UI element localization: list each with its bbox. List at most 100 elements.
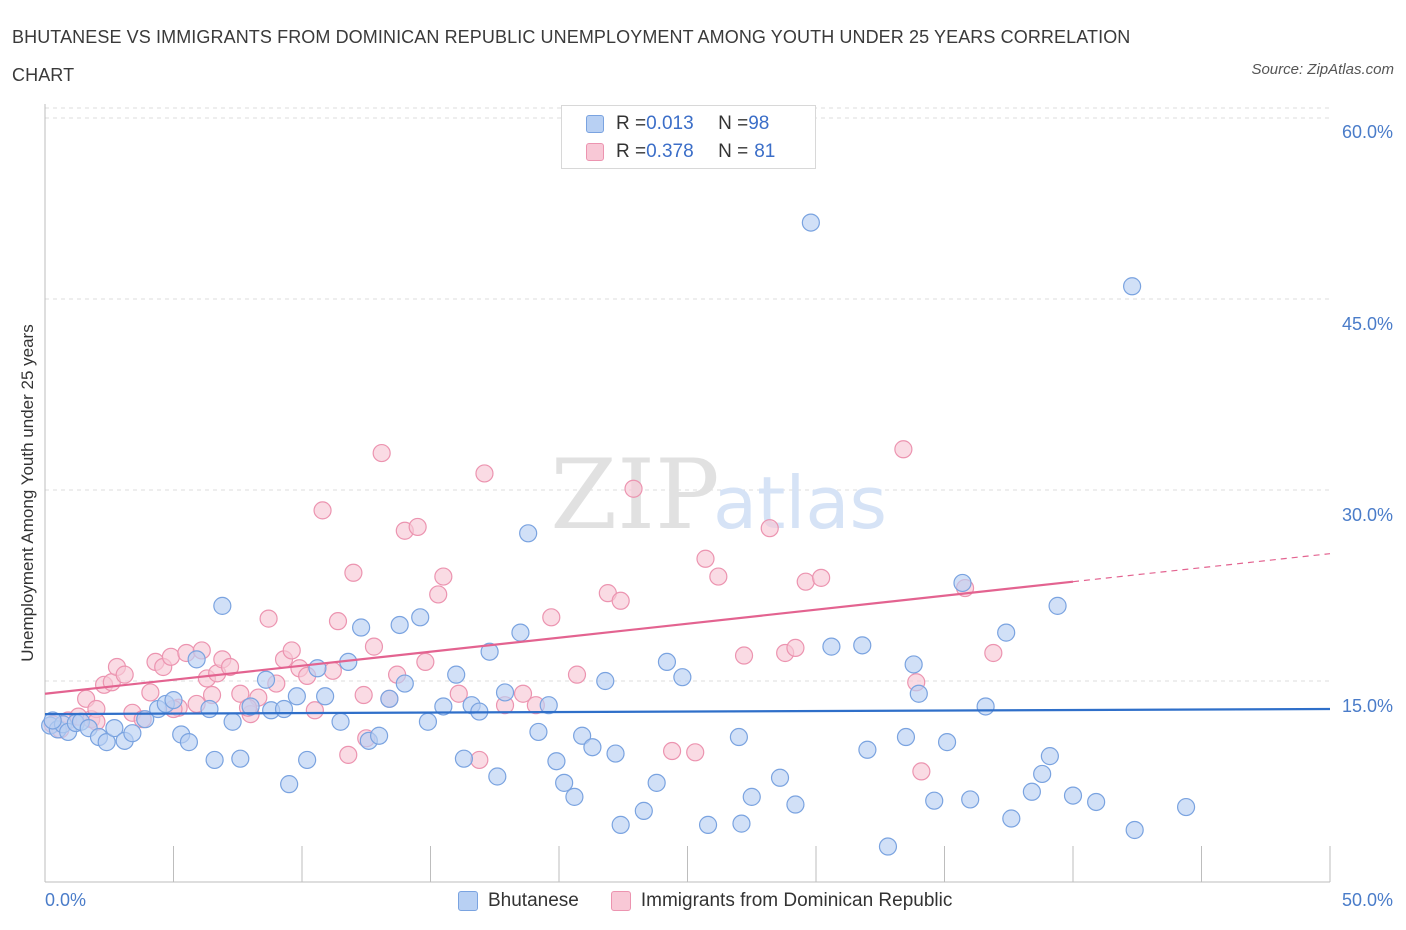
data-point [976, 697, 995, 716]
watermark-atlas: atlas [713, 461, 887, 545]
source-credit: Source: ZipAtlas.com [1251, 61, 1394, 78]
data-point [344, 563, 363, 582]
data-point [105, 719, 124, 738]
data-point [434, 567, 453, 586]
data-point [565, 787, 584, 806]
data-point [97, 733, 116, 752]
data-point [241, 697, 260, 716]
data-point [495, 683, 515, 702]
data-point [475, 464, 494, 483]
y-axis-label: Unemployment Among Youth under 25 years [18, 324, 37, 662]
data-point [858, 740, 877, 759]
data-point [997, 623, 1016, 642]
data-point [611, 591, 630, 610]
data-point [937, 733, 957, 752]
legend-n-value: 81 [754, 141, 776, 162]
legend-n-label: N = [718, 113, 749, 134]
y-tick-label: 15.0% [1341, 696, 1393, 716]
legend-item-dominican: Immigrants from Dominican Republic [610, 890, 952, 912]
data-point [511, 623, 530, 642]
data-point [734, 646, 754, 665]
data-point [364, 637, 384, 656]
data-point [673, 668, 692, 687]
data-point [223, 712, 242, 731]
legend-r-label: R = [616, 113, 647, 134]
data-point [123, 724, 142, 743]
data-point [480, 642, 499, 661]
data-point [904, 655, 923, 674]
data-point [259, 609, 278, 628]
x-tick-label: 0.0% [45, 890, 87, 910]
legend-r-value: 0.013 [646, 113, 694, 134]
y-tick-label: 60.0% [1341, 122, 1393, 142]
axes [44, 104, 1331, 883]
data-point [555, 773, 574, 792]
data-point [205, 750, 224, 770]
data-point [416, 652, 435, 672]
trend-line-dominican-extension [1072, 553, 1331, 583]
legend-item-bhutanese: Bhutanese [458, 890, 579, 912]
data-point [434, 697, 453, 716]
x-tick-label: 50.0% [1341, 890, 1393, 910]
data-point [1123, 277, 1142, 296]
legend-row-dominican: R = 0.378 N = 81 [586, 140, 775, 164]
data-point [339, 745, 358, 764]
data-point [220, 657, 240, 677]
data-point [488, 767, 507, 786]
data-point [657, 652, 677, 672]
data-point [529, 722, 548, 742]
data-point [801, 213, 820, 232]
series-legend: Bhutanese Immigrants from Dominican Repu… [458, 890, 984, 912]
data-point [786, 638, 805, 657]
legend-swatch-blue [586, 115, 604, 133]
legend-n-label: N = [718, 141, 749, 162]
data-point [136, 710, 155, 729]
data-point [634, 801, 653, 820]
data-point [179, 733, 199, 752]
data-point [328, 612, 348, 631]
data-point [418, 712, 438, 731]
data-point [1125, 820, 1144, 840]
data-point [547, 752, 566, 771]
data-point [200, 699, 219, 719]
data-point [729, 727, 749, 747]
data-point [961, 790, 980, 809]
legend-swatch-blue [458, 891, 478, 911]
data-point [372, 443, 391, 463]
data-point [822, 637, 841, 656]
data-point [647, 773, 666, 792]
data-point [583, 738, 602, 757]
data-point [1063, 786, 1083, 805]
trend-lines [44, 553, 1331, 716]
data-point [611, 815, 630, 834]
data-point [662, 741, 682, 761]
data-point [390, 615, 409, 635]
gridlines [45, 107, 1330, 682]
stats-legend: R = 0.013 N = 98 R = 0.378 N = 81 [561, 105, 816, 169]
legend-r-label: R = [616, 141, 647, 162]
legend-label-bhutanese: Bhutanese [488, 890, 579, 911]
data-point [698, 815, 718, 834]
legend-swatch-pink [586, 143, 604, 161]
data-point [984, 643, 1003, 663]
legend-n-value: 98 [748, 113, 770, 134]
data-point [742, 787, 761, 806]
legend-swatch-pink [610, 891, 631, 911]
data-point [161, 647, 181, 666]
data-point [187, 650, 206, 669]
data-point [43, 711, 62, 730]
data-point [709, 567, 728, 586]
data-point [316, 687, 335, 706]
data-point [395, 674, 414, 693]
data-point [1040, 747, 1059, 766]
data-point [567, 665, 587, 684]
data-point [1022, 782, 1041, 801]
data-point [313, 501, 332, 520]
data-point [1033, 764, 1052, 784]
legend-row-bhutanese: R = 0.013 N = 98 [586, 112, 769, 136]
data-point [274, 699, 294, 719]
data-point [696, 549, 715, 568]
data-point [796, 572, 815, 591]
data-point [596, 671, 615, 691]
